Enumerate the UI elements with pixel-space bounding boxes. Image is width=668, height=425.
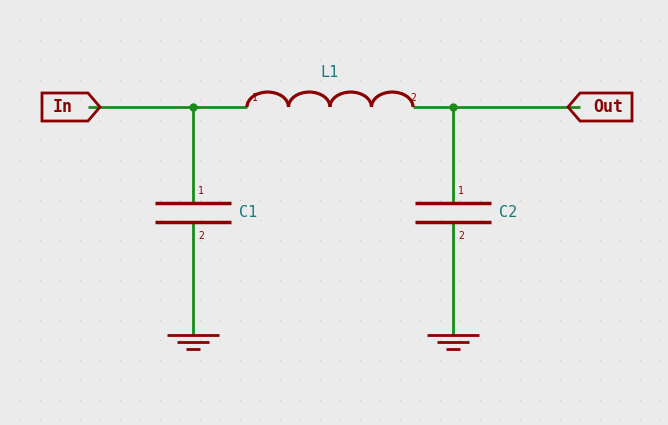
Text: 1: 1	[198, 186, 204, 196]
Text: 1: 1	[458, 186, 464, 196]
Text: In: In	[53, 98, 73, 116]
Text: 2: 2	[410, 93, 416, 103]
Text: C1: C1	[239, 205, 257, 220]
Text: C2: C2	[499, 205, 517, 220]
Text: Out: Out	[594, 98, 624, 116]
Text: 2: 2	[458, 231, 464, 241]
Text: 2: 2	[198, 231, 204, 241]
Text: L1: L1	[321, 65, 339, 79]
Text: 1: 1	[252, 93, 258, 103]
